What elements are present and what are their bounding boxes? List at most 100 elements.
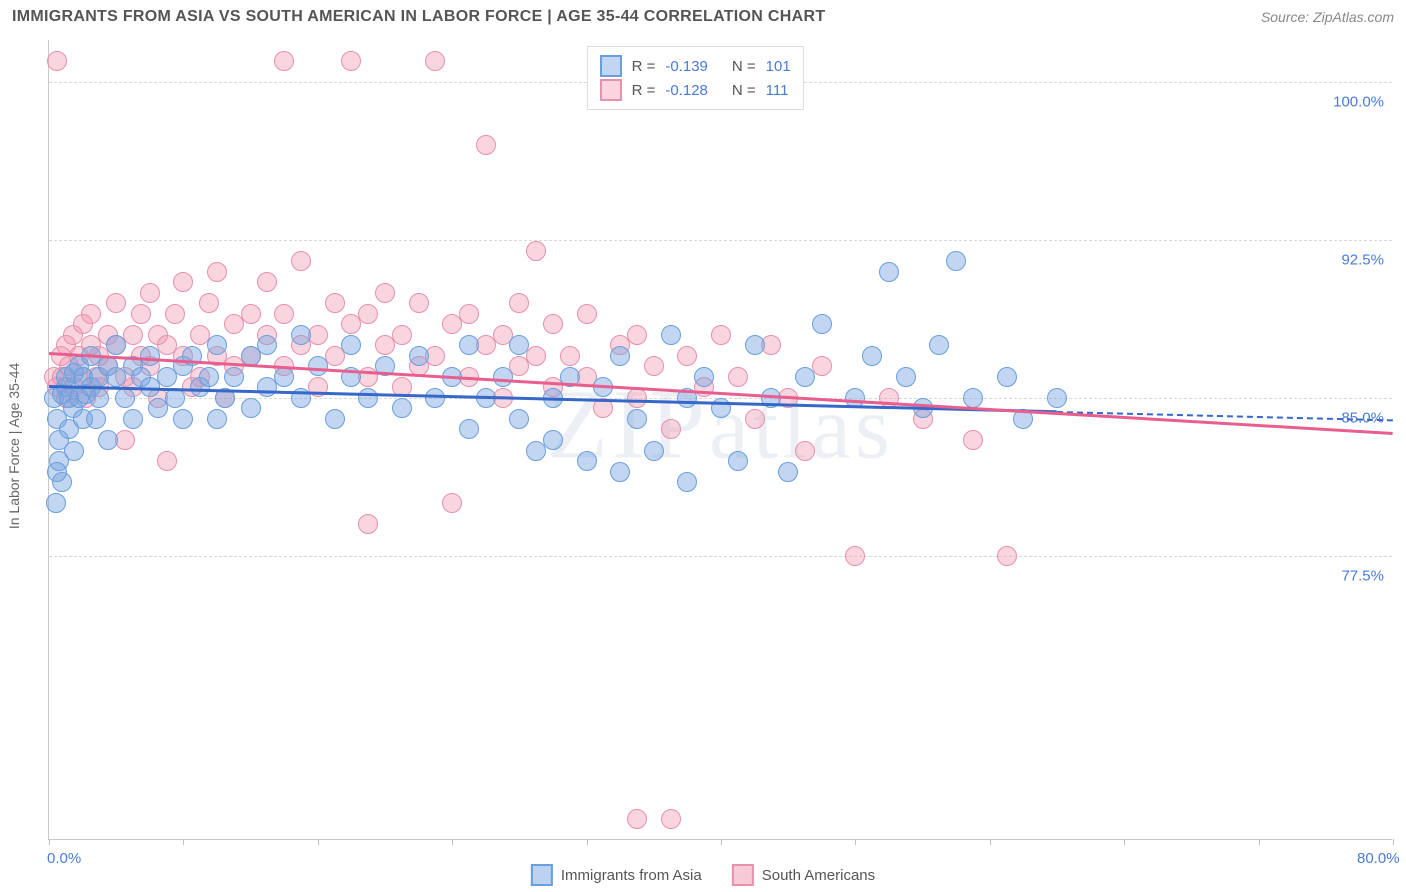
data-point: [274, 51, 294, 71]
y-tick-label: 92.5%: [1341, 252, 1384, 269]
data-point: [106, 293, 126, 313]
legend: Immigrants from Asia South Americans: [531, 864, 875, 886]
stat-n-label: N =: [732, 58, 756, 75]
data-point: [207, 335, 227, 355]
data-point: [157, 451, 177, 471]
data-point: [795, 441, 815, 461]
data-point: [560, 346, 580, 366]
data-point: [358, 388, 378, 408]
legend-item-asia: Immigrants from Asia: [531, 864, 702, 886]
x-tick: [587, 839, 588, 845]
stats-legend: R = -0.139N = 101R = -0.128N = 111: [587, 46, 804, 110]
data-point: [199, 367, 219, 387]
data-point: [47, 51, 67, 71]
data-point: [879, 262, 899, 282]
data-point: [627, 388, 647, 408]
x-tick: [318, 839, 319, 845]
data-point: [745, 335, 765, 355]
x-tick: [452, 839, 453, 845]
data-point: [627, 809, 647, 829]
data-point: [425, 51, 445, 71]
data-point: [509, 293, 529, 313]
data-point: [627, 409, 647, 429]
data-point: [425, 388, 445, 408]
x-tick: [1259, 839, 1260, 845]
data-point: [459, 335, 479, 355]
data-point: [577, 451, 597, 471]
data-point: [199, 293, 219, 313]
data-point: [308, 356, 328, 376]
data-point: [325, 293, 345, 313]
data-point: [165, 304, 185, 324]
data-point: [358, 514, 378, 534]
data-point: [392, 398, 412, 418]
data-point: [341, 335, 361, 355]
data-point: [442, 493, 462, 513]
data-point: [526, 241, 546, 261]
data-point: [728, 367, 748, 387]
data-point: [661, 419, 681, 439]
data-point: [543, 430, 563, 450]
data-point: [291, 251, 311, 271]
data-point: [745, 409, 765, 429]
data-point: [274, 304, 294, 324]
data-point: [812, 356, 832, 376]
data-point: [47, 462, 67, 482]
stats-row: R = -0.128N = 111: [600, 79, 791, 101]
data-point: [392, 325, 412, 345]
data-point: [644, 356, 664, 376]
data-point: [173, 409, 193, 429]
data-point: [257, 335, 277, 355]
stat-r-label: R =: [632, 58, 656, 75]
stat-n-value: 111: [766, 82, 789, 99]
y-tick-label: 100.0%: [1333, 94, 1384, 111]
data-point: [543, 314, 563, 334]
data-point: [963, 388, 983, 408]
data-point: [711, 325, 731, 345]
data-point: [123, 409, 143, 429]
source-attribution: Source: ZipAtlas.com: [1261, 9, 1394, 25]
data-point: [963, 430, 983, 450]
x-tick: [1393, 839, 1394, 845]
data-point: [1047, 388, 1067, 408]
data-point: [845, 546, 865, 566]
data-point: [98, 430, 118, 450]
data-point: [778, 462, 798, 482]
y-tick-label: 77.5%: [1341, 567, 1384, 584]
data-point: [661, 809, 681, 829]
data-point: [627, 325, 647, 345]
data-point: [115, 388, 135, 408]
data-point: [46, 493, 66, 513]
data-point: [677, 472, 697, 492]
data-point: [291, 325, 311, 345]
data-point: [89, 388, 109, 408]
stat-r-value: -0.139: [665, 58, 708, 75]
data-point: [997, 367, 1017, 387]
data-point: [131, 304, 151, 324]
data-point: [106, 335, 126, 355]
data-point: [459, 419, 479, 439]
x-tick: [1124, 839, 1125, 845]
data-point: [81, 304, 101, 324]
data-point: [459, 304, 479, 324]
data-point: [946, 251, 966, 271]
data-point: [694, 367, 714, 387]
stats-swatch: [600, 79, 622, 101]
data-point: [64, 441, 84, 461]
data-point: [165, 388, 185, 408]
x-tick: [721, 839, 722, 845]
data-point: [207, 262, 227, 282]
stat-r-value: -0.128: [665, 82, 708, 99]
data-point: [325, 409, 345, 429]
data-point: [409, 346, 429, 366]
x-tick: [49, 839, 50, 845]
gridline: [49, 556, 1392, 557]
data-point: [241, 304, 261, 324]
legend-label: Immigrants from Asia: [561, 867, 702, 884]
data-point: [795, 367, 815, 387]
stats-row: R = -0.139N = 101: [600, 55, 791, 77]
x-tick-label: 80.0%: [1357, 850, 1400, 867]
data-point: [274, 367, 294, 387]
scatter-chart: ZIPatlas 77.5%85.0%92.5%100.0%0.0%80.0%R…: [48, 40, 1392, 840]
x-tick-label: 0.0%: [47, 850, 81, 867]
